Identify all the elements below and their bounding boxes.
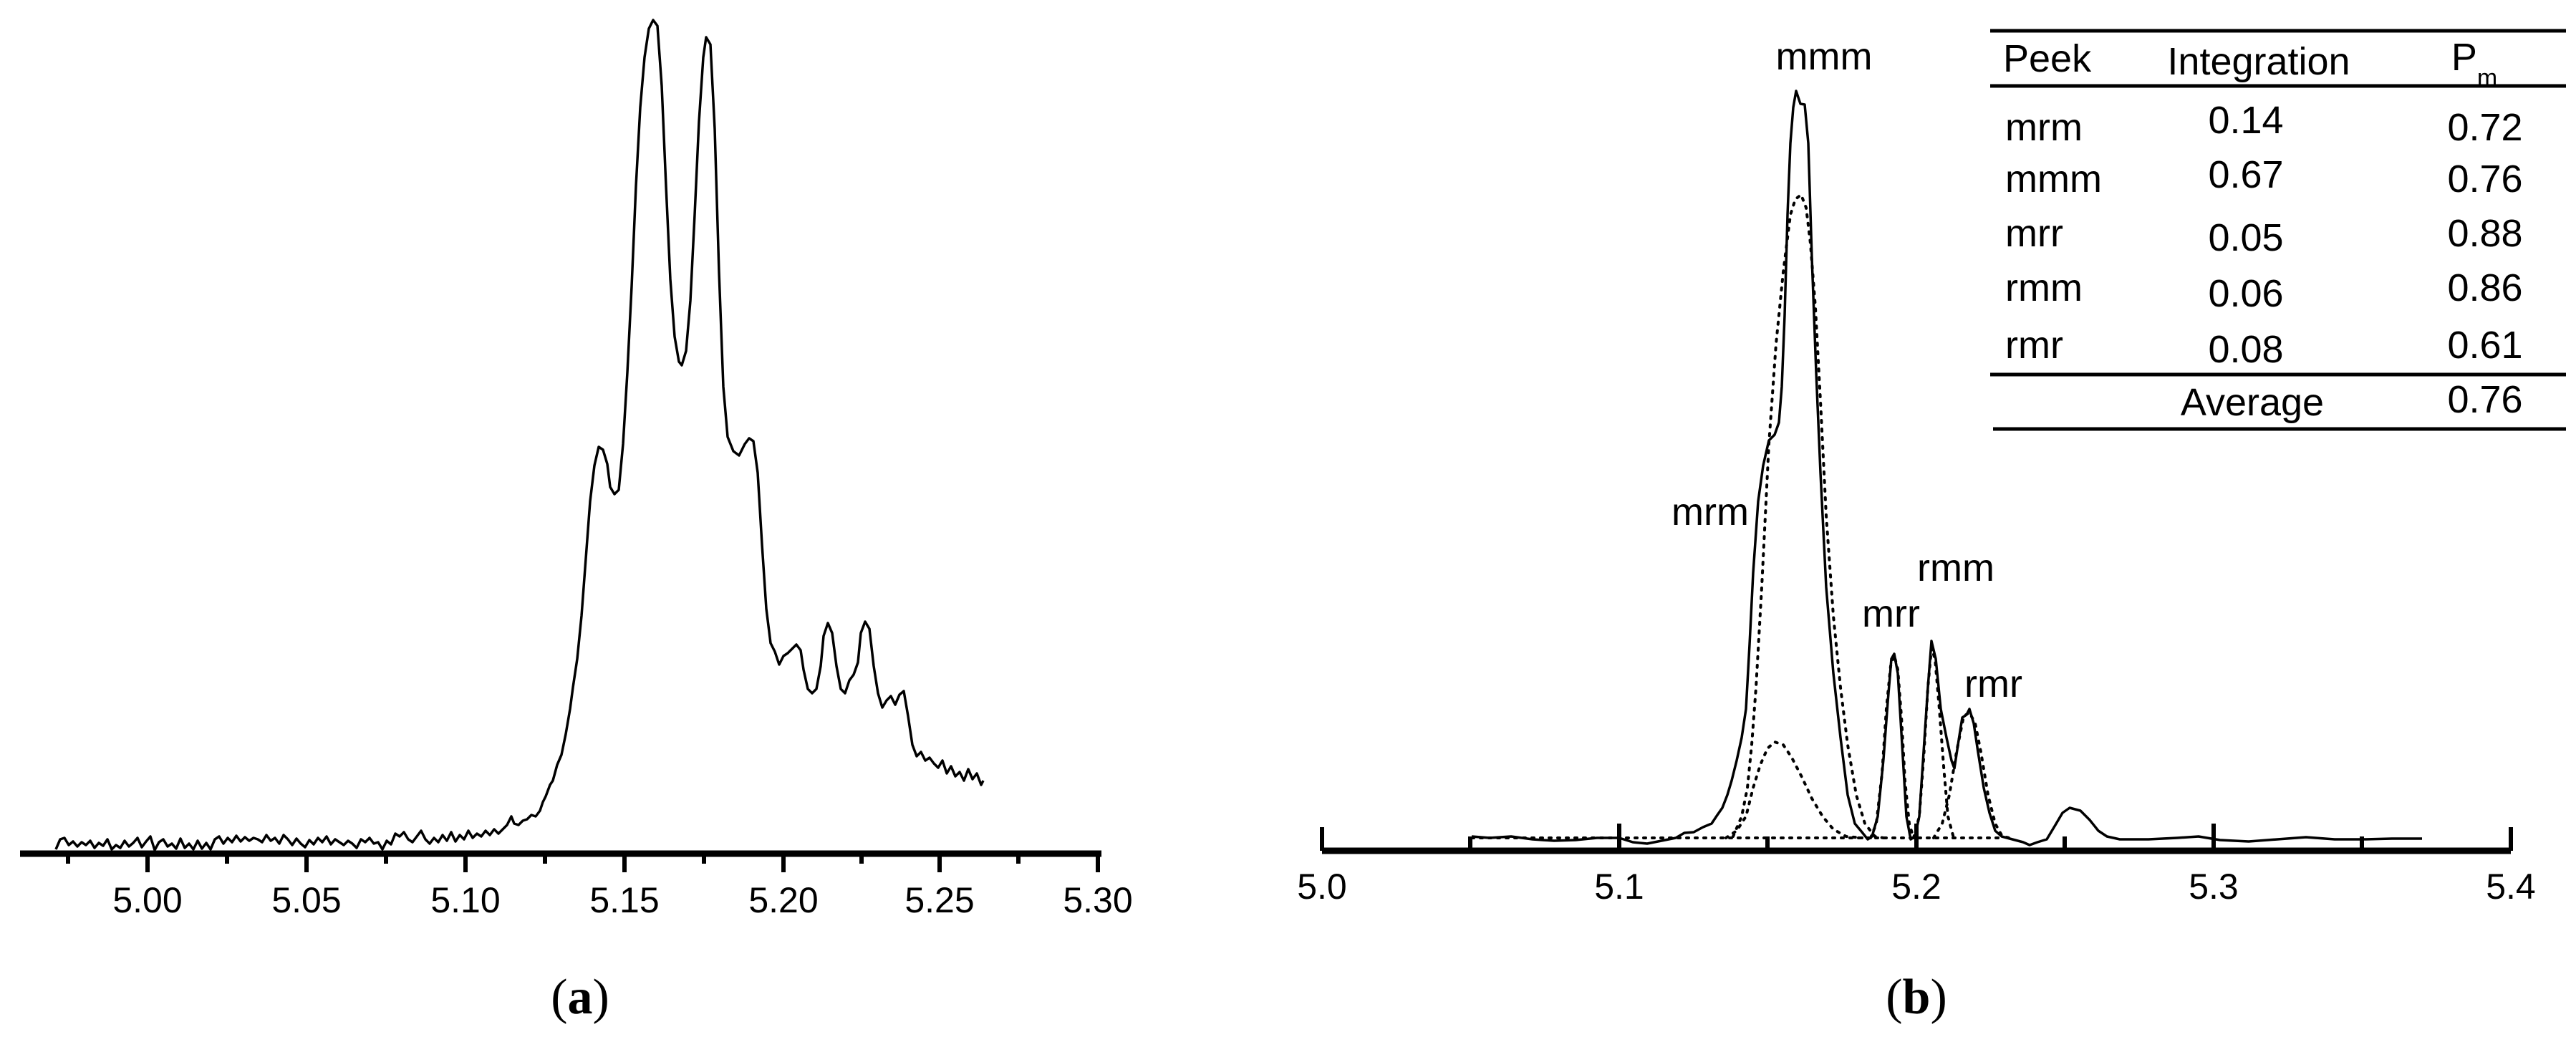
- tick-label: 5.2: [1891, 867, 1941, 907]
- table-row: mrm 0.14 0.72: [2005, 99, 2523, 149]
- tick-label: 5.25: [905, 880, 974, 920]
- header-pm: Pm: [2451, 36, 2497, 92]
- cell-integration: 0.67: [2208, 153, 2283, 196]
- cell-integration: 0.06: [2208, 272, 2283, 315]
- cell-peek: rmm: [2005, 266, 2083, 309]
- tick-label: 5.05: [271, 880, 341, 920]
- table-row: mmm 0.67 0.76: [2005, 153, 2523, 201]
- panel-b-major-ticks: [1617, 824, 2216, 851]
- panel-a-caption: (a): [551, 970, 609, 1025]
- panel-a-minor-ticks: [66, 854, 1021, 864]
- panel-b-caption: (b): [1886, 970, 1947, 1025]
- peak-label-mmm: mmm: [1776, 35, 1873, 78]
- table-row: rmr 0.08 0.61: [2005, 324, 2523, 371]
- footer-average-label: Average: [2181, 381, 2324, 424]
- cell-pm: 0.61: [2447, 324, 2522, 367]
- cell-pm: 0.88: [2447, 212, 2522, 255]
- integration-table: Peek Integration Pm mrm 0.14 0.72 mmm 0.…: [1990, 29, 2566, 431]
- cell-integration: 0.08: [2208, 328, 2283, 371]
- table-header: Peek Integration Pm: [2003, 36, 2497, 92]
- cell-integration: 0.14: [2208, 99, 2283, 142]
- cell-peek: mmm: [2005, 158, 2102, 201]
- cell-peek: mrr: [2005, 212, 2063, 255]
- cell-peek: rmr: [2005, 324, 2063, 367]
- peak-label-rmr: rmr: [1964, 662, 2022, 705]
- panel-b-minor-ticks: [1468, 836, 2364, 851]
- table-row: rmm 0.06 0.86: [2005, 266, 2523, 315]
- peak-label-mrr: mrr: [1862, 592, 1920, 635]
- tick-label: 5.1: [1594, 867, 1644, 907]
- panel-b-spectrum-trace: [1471, 90, 2422, 846]
- panel-a-tick-labels: 5.00 5.05 5.10 5.15 5.20 5.25 5.30: [112, 880, 1132, 920]
- peak-label-mrm: mrm: [1671, 491, 1749, 534]
- cell-peek: mrm: [2005, 106, 2083, 149]
- panel-b-tick-labels: 5.0 5.1 5.2 5.3 5.4: [1297, 867, 2536, 907]
- panel-a-spectrum-trace: [54, 19, 985, 852]
- header-peek: Peek: [2003, 37, 2092, 80]
- tick-label: 5.0: [1297, 867, 1347, 907]
- tick-label: 5.00: [112, 880, 182, 920]
- cell-integration: 0.05: [2208, 216, 2283, 259]
- panel-a-major-ticks: [145, 854, 1100, 872]
- header-integration: Integration: [2167, 40, 2350, 83]
- tick-label: 5.10: [430, 880, 500, 920]
- fit-mmm-component: [1732, 192, 1885, 839]
- tick-label: 5.15: [589, 880, 659, 920]
- fit-mrr-component: [1869, 650, 1915, 839]
- cell-pm: 0.86: [2447, 266, 2522, 309]
- fit-mrm-component: [1724, 740, 1863, 839]
- tick-label: 5.4: [2486, 867, 2536, 907]
- cell-pm: 0.76: [2447, 158, 2522, 201]
- tick-label: 5.3: [2189, 867, 2239, 907]
- cell-pm: 0.72: [2447, 106, 2522, 149]
- peak-annotations: mmm mrm mrr rmm rmr: [1671, 35, 2022, 705]
- panel-a: 5.00 5.05 5.10 5.15 5.20 5.25 5.30 (a): [20, 19, 1133, 1025]
- table-footer: Average 0.76: [2181, 378, 2523, 424]
- tick-label: 5.20: [748, 880, 818, 920]
- peak-label-rmm: rmm: [1917, 546, 1994, 589]
- tick-label: 5.30: [1063, 880, 1132, 920]
- table-row: mrr 0.05 0.88: [2005, 212, 2523, 259]
- panel-b: 5.0 5.1 5.2 5.3 5.4 mmm mrm mrr rmm rmr …: [1297, 29, 2566, 1025]
- footer-average-pm: 0.76: [2447, 378, 2522, 421]
- table-body: mrm 0.14 0.72 mmm 0.67 0.76 mrr 0.05 0.8…: [2005, 99, 2523, 371]
